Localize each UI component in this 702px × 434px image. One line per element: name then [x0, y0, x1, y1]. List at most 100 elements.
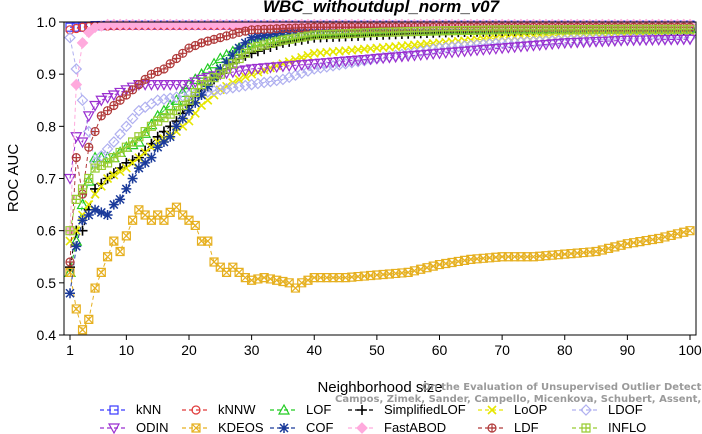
y-tick-label: 0.8 [37, 118, 57, 134]
series-line-loop [69, 30, 691, 242]
data-point-odin [76, 137, 89, 149]
data-point-odin [458, 46, 471, 58]
x-tick-label: 80 [557, 342, 573, 358]
data-point-odin [646, 35, 659, 47]
data-point-odin [239, 65, 252, 77]
data-point-simplifiedlof [77, 225, 88, 236]
data-point-cof [140, 157, 151, 168]
data-point-inflo [171, 106, 182, 116]
data-point-cof [127, 173, 138, 184]
data-point-odin [377, 53, 390, 65]
x-tick-label: 1 [66, 342, 74, 358]
legend-label-ldf: LDF [514, 420, 539, 434]
data-point-odin [339, 56, 352, 68]
data-point-ldf [140, 74, 150, 84]
x-axis-ticks: 1 10 20 30 40 50 60 70 80 90 100 [66, 335, 702, 358]
data-point-simplifiedlof [121, 157, 132, 168]
data-point-inflo [115, 147, 125, 158]
y-tick-label: 0.6 [37, 223, 57, 239]
data-point-lof [76, 198, 89, 210]
data-point-cof [183, 105, 194, 116]
data-point-inflo [221, 64, 232, 74]
data-point-ldof [114, 128, 126, 141]
data-point-kdeos [203, 236, 213, 246]
series-line-cof [69, 27, 690, 294]
data-point-ldof [214, 83, 227, 96]
data-point-ldf [96, 111, 106, 121]
data-point-odin [145, 79, 158, 91]
data-point-ldof [277, 73, 289, 86]
data-point-odin [427, 49, 440, 61]
data-point-cof [190, 97, 201, 108]
legend-marker-lof [277, 403, 291, 415]
legend-item-fastabod: FastABOD [348, 420, 446, 434]
data-point-inflo [128, 137, 138, 147]
data-point-knn [65, 22, 75, 32]
data-point-inflo [228, 59, 238, 69]
legend-marker-kdeos [191, 423, 201, 433]
data-point-fastabod [70, 78, 83, 91]
data-point-odin [233, 66, 246, 78]
x-axis-label: Neighborhood size [317, 379, 442, 396]
data-point-ldf [84, 142, 94, 152]
chart-title: WBC_withoutdupl_norm_v07 [263, 0, 501, 16]
data-point-cof [146, 152, 157, 163]
data-point-ldf [165, 59, 175, 69]
data-point-inflo [65, 226, 75, 236]
data-point-odin [521, 41, 534, 53]
data-point-odin [627, 35, 640, 47]
legend-label-lof: LOF [306, 402, 331, 417]
data-point-odin [514, 41, 527, 53]
data-point-odin [652, 35, 665, 46]
legend: kNN kNNW LOF SimplifiedLOF LoOP LDOF ODIN KDEOS… [100, 402, 646, 434]
data-point-odin [489, 44, 502, 55]
data-point-odin [107, 90, 120, 102]
data-point-odin [477, 45, 490, 56]
data-point-odin [564, 38, 578, 49]
data-point-odin [182, 79, 196, 91]
data-point-odin [370, 53, 383, 65]
data-point-ldof [76, 94, 89, 107]
legend-label-cof: COF [306, 420, 334, 434]
legend-item-knn: kNN [100, 402, 161, 417]
data-point-ldof [258, 76, 270, 89]
x-tick-label: 30 [244, 342, 260, 358]
legend-marker-ldf [487, 423, 497, 433]
y-tick-label: 0.9 [37, 66, 57, 82]
y-tick-label: 0.7 [37, 171, 57, 187]
data-point-odin [483, 44, 496, 56]
data-point-kdeos [90, 283, 100, 293]
data-point-cof [96, 207, 107, 218]
legend-item-ldf: LDF [478, 420, 539, 434]
data-point-odin [314, 58, 327, 70]
data-point-odin [439, 48, 452, 60]
legend-item-lof: LOF [270, 402, 331, 417]
data-point-odin [289, 60, 302, 72]
data-point-ldf [121, 90, 131, 100]
data-point-cof [171, 121, 182, 132]
data-point-cof [196, 90, 207, 101]
data-point-cof [240, 37, 251, 48]
data-point-odin [164, 79, 177, 91]
data-point-ldf [71, 153, 81, 163]
data-point-cof [227, 50, 238, 61]
series-odin [63, 34, 697, 185]
data-point-ldof [452, 40, 465, 53]
data-point-odin [245, 64, 258, 76]
data-point-ldf [102, 106, 113, 116]
legend-item-kdeos: KDEOS [182, 420, 264, 434]
data-point-ldof [170, 91, 183, 103]
data-point-ldof [158, 93, 170, 106]
data-point-ldf [90, 126, 100, 137]
legend-marker-loop [487, 405, 497, 415]
data-point-odin [270, 62, 283, 74]
data-point-odin [82, 111, 95, 123]
data-point-odin [352, 55, 365, 67]
y-axis-label: ROC AUC [5, 144, 22, 213]
plot-series [63, 18, 697, 335]
data-point-odin [546, 39, 559, 51]
data-point-ldf [134, 80, 144, 90]
data-point-ldof [151, 94, 164, 107]
legend-label-knn: kNN [136, 402, 161, 417]
legend-marker-knnw [191, 405, 201, 415]
